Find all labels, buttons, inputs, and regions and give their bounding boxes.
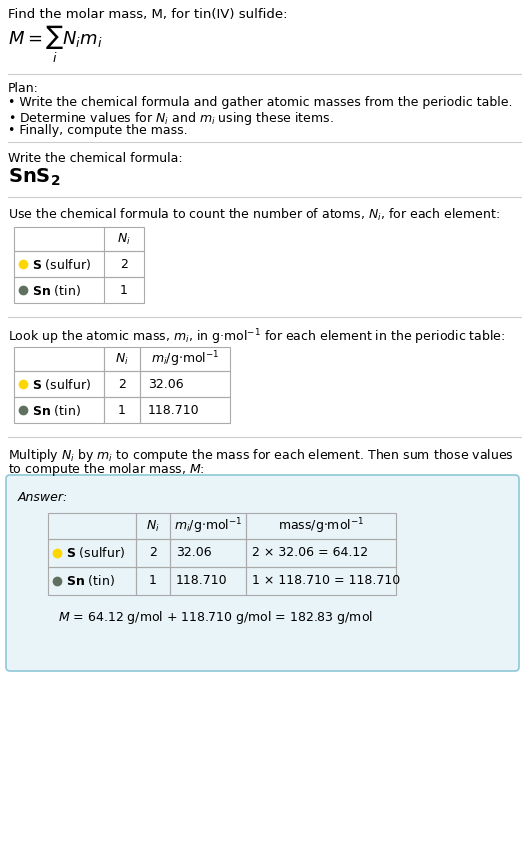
Text: 1: 1 bbox=[149, 574, 157, 587]
Text: $M = \sum_i N_i m_i$: $M = \sum_i N_i m_i$ bbox=[8, 24, 103, 65]
Text: 1: 1 bbox=[120, 283, 128, 296]
Bar bbox=[14, 347, 104, 371]
Text: • Finally, compute the mass.: • Finally, compute the mass. bbox=[8, 124, 188, 137]
Text: $m_i$/g$\cdot$mol$^{-1}$: $m_i$/g$\cdot$mol$^{-1}$ bbox=[174, 516, 242, 536]
Text: $N_i$: $N_i$ bbox=[146, 519, 160, 533]
Text: Find the molar mass, M, for tin(IV) sulfide:: Find the molar mass, M, for tin(IV) sulf… bbox=[8, 8, 287, 21]
Text: 2: 2 bbox=[118, 377, 126, 390]
Bar bbox=[48, 513, 136, 539]
FancyBboxPatch shape bbox=[6, 475, 519, 671]
Bar bbox=[14, 251, 144, 277]
Bar bbox=[104, 397, 140, 423]
Text: • Write the chemical formula and gather atomic masses from the periodic table.: • Write the chemical formula and gather … bbox=[8, 96, 513, 109]
Bar bbox=[48, 567, 136, 595]
Text: 1: 1 bbox=[118, 403, 126, 417]
Bar bbox=[136, 539, 170, 567]
Text: 2: 2 bbox=[149, 546, 157, 560]
Bar bbox=[14, 227, 144, 251]
Text: $\mathbf{S}$ (sulfur): $\mathbf{S}$ (sulfur) bbox=[32, 377, 91, 391]
Text: 118.710: 118.710 bbox=[176, 574, 227, 587]
Text: $\mathit{M}$ = 64.12 g/mol + 118.710 g/mol = 182.83 g/mol: $\mathit{M}$ = 64.12 g/mol + 118.710 g/m… bbox=[58, 609, 373, 626]
Text: $\mathbf{S}$ (sulfur): $\mathbf{S}$ (sulfur) bbox=[32, 257, 91, 271]
Bar bbox=[246, 513, 396, 539]
Bar bbox=[140, 371, 230, 397]
Text: $N_i$: $N_i$ bbox=[115, 352, 129, 366]
Text: $\mathbf{Sn}$ (tin): $\mathbf{Sn}$ (tin) bbox=[66, 574, 115, 589]
Text: $\mathbf{Sn}$ (tin): $\mathbf{Sn}$ (tin) bbox=[32, 402, 81, 418]
Text: 32.06: 32.06 bbox=[148, 377, 184, 390]
Bar bbox=[14, 397, 104, 423]
Bar bbox=[246, 539, 396, 567]
Text: Write the chemical formula:: Write the chemical formula: bbox=[8, 152, 183, 165]
Text: 2 × 32.06 = 64.12: 2 × 32.06 = 64.12 bbox=[252, 546, 368, 560]
Text: $\mathbf{Sn}$ (tin): $\mathbf{Sn}$ (tin) bbox=[32, 282, 81, 298]
Bar bbox=[14, 371, 104, 397]
Text: Answer:: Answer: bbox=[18, 491, 68, 504]
Text: mass/g$\cdot$mol$^{-1}$: mass/g$\cdot$mol$^{-1}$ bbox=[278, 516, 364, 536]
Bar bbox=[246, 567, 396, 595]
Bar bbox=[170, 513, 246, 539]
Bar bbox=[140, 347, 230, 371]
Text: $\mathbf{S}$ (sulfur): $\mathbf{S}$ (sulfur) bbox=[66, 545, 125, 561]
Text: • Determine values for $N_i$ and $m_i$ using these items.: • Determine values for $N_i$ and $m_i$ u… bbox=[8, 110, 334, 127]
Text: Multiply $N_i$ by $m_i$ to compute the mass for each element. Then sum those val: Multiply $N_i$ by $m_i$ to compute the m… bbox=[8, 447, 514, 464]
Bar bbox=[170, 539, 246, 567]
Text: to compute the molar mass, $M$:: to compute the molar mass, $M$: bbox=[8, 461, 205, 478]
Bar bbox=[170, 567, 246, 595]
Text: 1 × 118.710 = 118.710: 1 × 118.710 = 118.710 bbox=[252, 574, 400, 587]
Text: 2: 2 bbox=[120, 258, 128, 270]
Bar bbox=[14, 277, 144, 303]
Bar bbox=[136, 513, 170, 539]
Bar bbox=[104, 371, 140, 397]
Bar bbox=[136, 567, 170, 595]
Text: 118.710: 118.710 bbox=[148, 403, 199, 417]
Bar bbox=[104, 347, 140, 371]
Text: $\mathregular{SnS_2}$: $\mathregular{SnS_2}$ bbox=[8, 167, 60, 188]
Text: Plan:: Plan: bbox=[8, 82, 39, 95]
Text: $m_i$/g$\cdot$mol$^{-1}$: $m_i$/g$\cdot$mol$^{-1}$ bbox=[151, 349, 220, 369]
Bar bbox=[140, 397, 230, 423]
Text: Look up the atomic mass, $m_i$, in g·mol$^{-1}$ for each element in the periodic: Look up the atomic mass, $m_i$, in g·mol… bbox=[8, 327, 505, 347]
Text: $N_i$: $N_i$ bbox=[117, 231, 131, 247]
Text: Use the chemical formula to count the number of atoms, $N_i$, for each element:: Use the chemical formula to count the nu… bbox=[8, 207, 500, 223]
Bar bbox=[48, 539, 136, 567]
Text: 32.06: 32.06 bbox=[176, 546, 212, 560]
